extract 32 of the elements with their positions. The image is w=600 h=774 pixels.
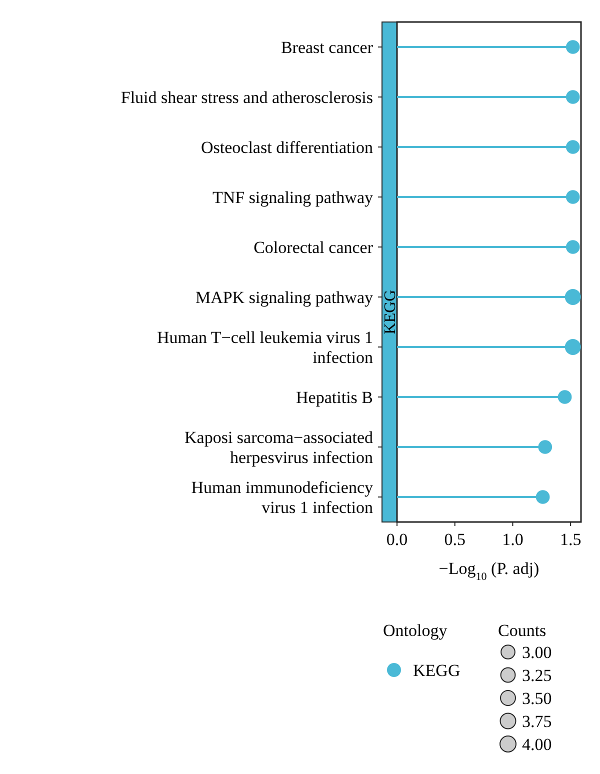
point <box>566 240 580 254</box>
legend-label: KEGG <box>413 661 460 680</box>
legend-label: 4.00 <box>522 735 552 754</box>
y-tick-label: MAPK signaling pathway <box>195 288 374 307</box>
x-tick-label: 1.0 <box>502 530 524 549</box>
point <box>558 390 572 404</box>
y-tick-label: Kaposi sarcoma−associated herpesvirus infection <box>184 428 374 467</box>
y-tick-label: Hepatitis B <box>296 388 373 407</box>
point <box>566 140 580 154</box>
y-tick-label: Fluid shear stress and atherosclerosis <box>120 88 373 107</box>
x-tick-label: 0.0 <box>386 530 408 549</box>
point <box>566 190 580 204</box>
point <box>566 40 580 54</box>
y-tick-label: TNF signaling pathway <box>212 188 374 207</box>
x-tick-label: 1.5 <box>560 530 582 549</box>
x-axis-title: −Log$_{10}$ (P. adj) <box>438 559 540 583</box>
text: Counts <box>498 621 546 640</box>
legend-label: 3.25 <box>522 666 552 685</box>
legend-label: 3.75 <box>522 712 552 731</box>
point <box>566 90 580 104</box>
text: KEGG <box>382 290 399 334</box>
point <box>538 440 552 454</box>
y-tick-label: Human immunodeficiency virus 1 infection <box>191 478 374 517</box>
x-tick-label: 0.5 <box>444 530 466 549</box>
y-tick-label: Breast cancer <box>280 38 374 57</box>
legend-title: Ontology <box>383 621 448 640</box>
y-tick-label: Human T−cell leukemia virus 1 infection <box>156 328 374 367</box>
point <box>536 490 550 504</box>
legend-label: 3.00 <box>522 643 552 662</box>
legend-label: 3.50 <box>522 689 552 708</box>
y-tick-label: Colorectal cancer <box>254 238 374 257</box>
y-tick-label: Osteoclast differentiation <box>201 138 374 157</box>
